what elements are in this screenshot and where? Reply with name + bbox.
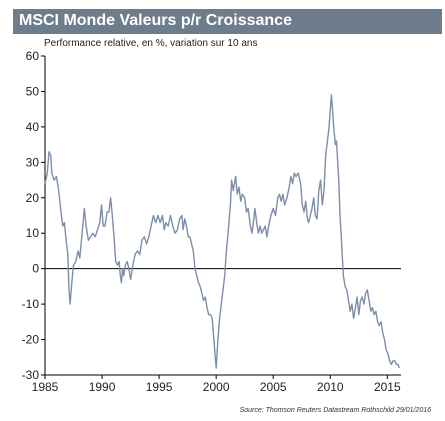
series-layer bbox=[44, 94, 400, 369]
chart-subtitle: Performance relative, en %, variation su… bbox=[44, 38, 258, 49]
x-tick-label: 2000 bbox=[203, 380, 230, 394]
y-tick-label: 40 bbox=[26, 120, 40, 134]
y-tick-label: -20 bbox=[22, 333, 40, 347]
y-tick-label: 20 bbox=[26, 191, 40, 205]
axes bbox=[44, 56, 401, 376]
y-tick-label: -10 bbox=[22, 297, 40, 311]
x-tick-label: 2005 bbox=[260, 380, 287, 394]
source-note: Source: Thomson Reuters Datastream Roths… bbox=[239, 407, 431, 414]
chart-title: MSCI Monde Valeurs p/r Croissance bbox=[19, 12, 292, 29]
y-tick-label: 10 bbox=[26, 226, 40, 240]
x-axis-ticks: 1985 1990 1995 2000 2005 2010 2015 bbox=[32, 375, 401, 394]
x-tick-label: 2015 bbox=[374, 380, 401, 394]
x-tick-label: 1990 bbox=[89, 380, 116, 394]
chart-title-bar: MSCI Monde Valeurs p/r Croissance bbox=[13, 9, 442, 34]
y-tick-label: -30 bbox=[22, 368, 40, 382]
x-tick-label: 1985 bbox=[32, 380, 59, 394]
y-tick-label: 0 bbox=[32, 262, 39, 276]
series-line bbox=[44, 94, 400, 369]
y-axis-ticks: -30 -20 -10 0 10 20 30 40 50 60 bbox=[22, 49, 45, 382]
y-tick-label: 60 bbox=[26, 49, 40, 63]
x-tick-label: 1995 bbox=[146, 380, 173, 394]
y-tick-label: 50 bbox=[26, 84, 40, 98]
x-tick-label: 2010 bbox=[317, 380, 344, 394]
y-tick-label: 30 bbox=[26, 155, 40, 169]
